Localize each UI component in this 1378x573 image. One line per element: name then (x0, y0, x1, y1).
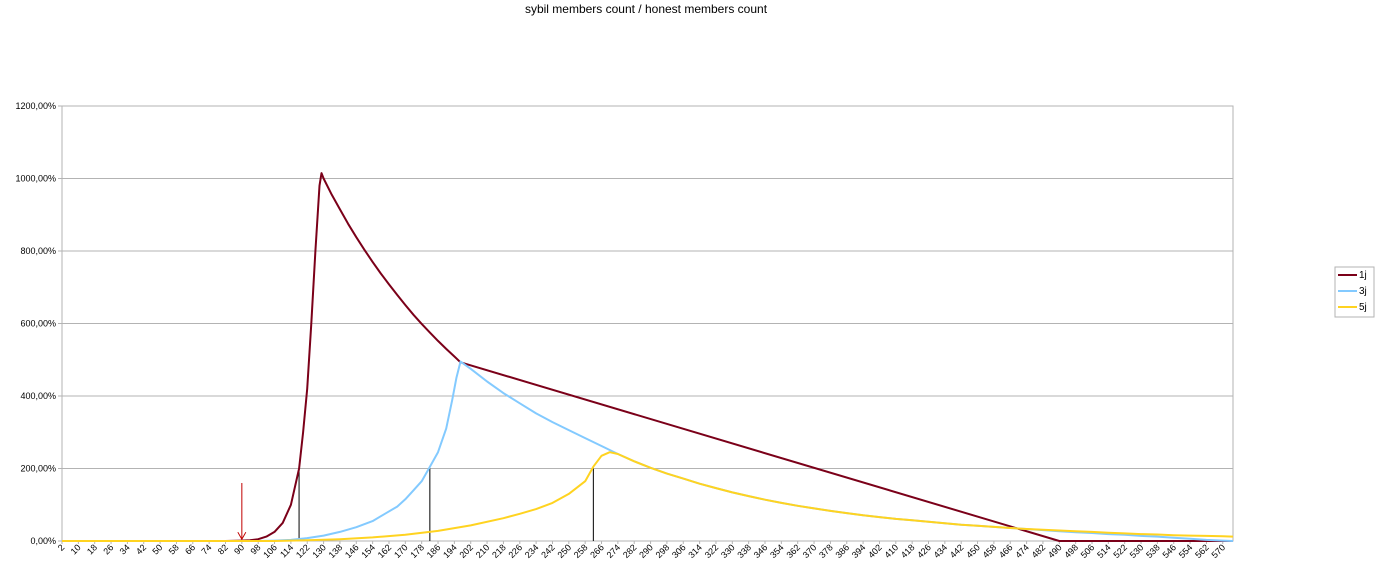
x-tick-label: 498 (1062, 542, 1080, 560)
x-tick-label: 218 (490, 542, 508, 560)
x-tick-label: 34 (118, 542, 132, 556)
x-tick-label: 410 (883, 542, 901, 560)
x-tick-label: 106 (261, 542, 279, 560)
x-tick-label: 154 (359, 542, 377, 560)
y-tick-label: 0,00% (30, 536, 56, 546)
x-tick-label: 282 (621, 542, 639, 560)
x-tick-label: 250 (556, 542, 574, 560)
annotation-markers (237, 468, 594, 541)
x-tick-label: 26 (101, 542, 115, 556)
x-tick-label: 2 (56, 542, 67, 553)
x-tick-label: 458 (981, 542, 999, 560)
x-tick-label: 514 (1095, 542, 1113, 560)
x-tick-label: 506 (1079, 542, 1097, 560)
series-line-5j (62, 451, 1234, 542)
x-tick-label: 346 (752, 542, 770, 560)
x-tick-label: 42 (134, 542, 148, 556)
x-tick-label: 362 (784, 542, 802, 560)
marker-arrow-head (237, 531, 247, 541)
x-tick-label: 490 (1046, 542, 1064, 560)
y-tick-label: 600,00% (20, 319, 56, 329)
x-tick-label: 202 (457, 542, 475, 560)
x-tick-label: 466 (997, 542, 1015, 560)
x-tick-label: 162 (376, 542, 394, 560)
x-tick-label: 130 (310, 542, 328, 560)
x-tick-label: 538 (1144, 542, 1162, 560)
x-tick-label: 90 (232, 542, 246, 556)
axes: 0,00% 200,00% 400,00% 600,00% 800,00% 1000,00… (15, 101, 1227, 560)
legend-label-3j: 3j (1359, 286, 1367, 297)
x-tick-label: 210 (474, 542, 492, 560)
x-tick-label: 482 (1030, 542, 1048, 560)
x-tick-label: 434 (932, 542, 950, 560)
x-tick-label: 122 (294, 542, 312, 560)
x-tick-label: 330 (719, 542, 737, 560)
x-tick-label: 546 (1160, 542, 1178, 560)
x-tick-label: 450 (964, 542, 982, 560)
y-tick-label: 1200,00% (15, 101, 56, 111)
x-tick-label: 322 (703, 542, 721, 560)
x-tick-label: 18 (85, 542, 99, 556)
y-tick-label: 200,00% (20, 464, 56, 474)
x-tick-label: 98 (248, 542, 262, 556)
x-tick-label: 114 (278, 542, 295, 559)
x-tick-label: 178 (408, 542, 426, 560)
x-tick-label: 194 (441, 542, 459, 560)
x-tick-label: 66 (183, 542, 197, 556)
x-tick-label: 186 (425, 542, 443, 560)
x-tick-label: 290 (637, 542, 655, 560)
legend-label-5j: 5j (1359, 302, 1367, 313)
chart-title: sybil members count / honest members cou… (525, 2, 768, 16)
x-tick-label: 170 (392, 542, 410, 560)
x-tick-label: 570 (1209, 542, 1227, 560)
x-tick-label: 226 (506, 542, 524, 560)
x-tick-label: 274 (605, 542, 623, 560)
x-tick-label: 554 (1177, 542, 1195, 560)
x-tick-label: 50 (150, 542, 164, 556)
x-tick-label: 314 (686, 542, 704, 560)
x-tick-label: 402 (866, 542, 884, 560)
x-tick-label: 474 (1013, 542, 1031, 560)
series-line-3j (62, 360, 1234, 542)
x-tick-label: 306 (670, 542, 688, 560)
x-tick-label: 370 (801, 542, 819, 560)
x-tick-label: 394 (850, 542, 868, 560)
gridlines (58, 105, 1234, 542)
x-tick-label: 562 (1193, 542, 1211, 560)
x-tick-label: 138 (327, 542, 345, 560)
x-tick-label: 258 (572, 542, 590, 560)
x-tick-label: 354 (768, 542, 786, 560)
legend: 1j 3j 5j (1334, 266, 1375, 318)
x-tick-label: 58 (167, 542, 181, 556)
x-tick-label: 442 (948, 542, 966, 560)
legend-label-1j: 1j (1359, 270, 1367, 281)
x-tick-label: 82 (216, 542, 230, 556)
x-tick-label: 146 (343, 542, 361, 560)
x-tick-label: 10 (69, 542, 83, 556)
y-tick-label: 1000,00% (15, 174, 56, 184)
series-lines (62, 172, 1234, 542)
x-tick-label: 378 (817, 542, 835, 560)
x-tick-label: 426 (915, 542, 933, 560)
x-tick-label: 266 (588, 542, 606, 560)
x-tick-label: 530 (1128, 542, 1146, 560)
x-tick-label: 522 (1111, 542, 1129, 560)
series-line-1j (62, 172, 1233, 542)
x-tick-label: 74 (199, 542, 213, 556)
x-tick-label: 386 (833, 542, 851, 560)
y-tick-label: 800,00% (20, 246, 56, 256)
x-tick-label: 338 (735, 542, 753, 560)
x-tick-label: 298 (654, 542, 672, 560)
x-tick-label: 234 (523, 542, 541, 560)
x-tick-label: 242 (539, 542, 557, 560)
x-tick-label: 418 (899, 542, 917, 560)
y-tick-label: 400,00% (20, 391, 56, 401)
